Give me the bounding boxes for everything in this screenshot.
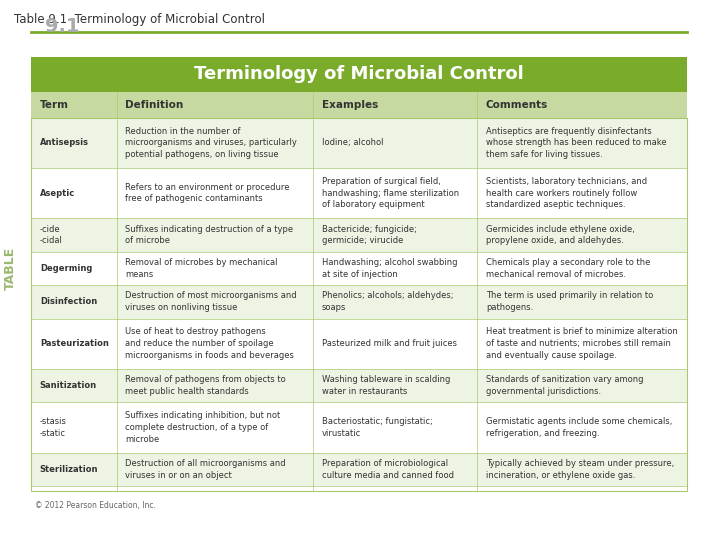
Text: Scientists, laboratory technicians, and
health care workers routinely follow
sta: Scientists, laboratory technicians, and … (486, 177, 647, 210)
Text: Suffixes indicating inhibition, but not
complete destruction, of a type of
micro: Suffixes indicating inhibition, but not … (125, 411, 280, 444)
Text: Typically achieved by steam under pressure,
incineration, or ethylene oxide gas.: Typically achieved by steam under pressu… (486, 459, 674, 480)
Text: Removal of pathogens from objects to
meet public health standards: Removal of pathogens from objects to mee… (125, 375, 286, 396)
Text: Use of heat to destroy pathogens
and reduce the number of spoilage
microorganism: Use of heat to destroy pathogens and red… (125, 327, 294, 360)
Text: TABLE: TABLE (4, 247, 17, 291)
FancyBboxPatch shape (32, 92, 688, 118)
FancyBboxPatch shape (32, 57, 688, 92)
Text: Comments: Comments (486, 100, 548, 110)
FancyBboxPatch shape (32, 218, 688, 252)
FancyBboxPatch shape (32, 402, 688, 453)
Text: Removal of microbes by mechanical
means: Removal of microbes by mechanical means (125, 258, 277, 279)
Text: Pasteurization: Pasteurization (40, 339, 109, 348)
Text: Preparation of microbiological
culture media and canned food: Preparation of microbiological culture m… (322, 459, 454, 480)
Text: Refers to an environment or procedure
free of pathogenic contaminants: Refers to an environment or procedure fr… (125, 183, 289, 204)
Text: Term: Term (40, 100, 69, 110)
Text: Preparation of surgical field,
handwashing; flame sterilization
of laboratory eq: Preparation of surgical field, handwashi… (322, 177, 459, 210)
Text: Aseptic: Aseptic (40, 188, 75, 198)
Text: Antisepsis: Antisepsis (40, 138, 89, 147)
Text: Destruction of most microorganisms and
viruses on nonliving tissue: Destruction of most microorganisms and v… (125, 292, 297, 312)
Text: Degerming: Degerming (40, 264, 92, 273)
Text: 9.1: 9.1 (45, 17, 80, 36)
Text: -stasis
-static: -stasis -static (40, 417, 67, 438)
Text: Heat treatment is brief to minimize alteration
of taste and nutrients; microbes : Heat treatment is brief to minimize alte… (486, 327, 678, 360)
Text: Iodine; alcohol: Iodine; alcohol (322, 138, 383, 147)
Text: Handwashing; alcohol swabbing
at site of injection: Handwashing; alcohol swabbing at site of… (322, 258, 457, 279)
Text: Reduction in the number of
microorganisms and viruses, particularly
potential pa: Reduction in the number of microorganism… (125, 126, 297, 159)
FancyBboxPatch shape (32, 252, 688, 285)
Text: Sterilization: Sterilization (40, 465, 98, 474)
Text: Sanitization: Sanitization (40, 381, 97, 390)
Text: Bactericide; fungicide;
germicide; virucide: Bactericide; fungicide; germicide; viruc… (322, 225, 417, 245)
Text: Terminology of Microbial Control: Terminology of Microbial Control (194, 65, 524, 83)
Text: Pasteurized milk and fruit juices: Pasteurized milk and fruit juices (322, 339, 456, 348)
Text: Antiseptics are frequently disinfectants
whose strength has been reduced to make: Antiseptics are frequently disinfectants… (486, 126, 667, 159)
FancyBboxPatch shape (32, 285, 688, 319)
Text: Germicides include ethylene oxide,
propylene oxide, and aldehydes.: Germicides include ethylene oxide, propy… (486, 225, 634, 245)
Text: Destruction of all microorganisms and
viruses in or on an object: Destruction of all microorganisms and vi… (125, 459, 286, 480)
Text: Phenolics; alcohols; aldehydes;
soaps: Phenolics; alcohols; aldehydes; soaps (322, 292, 454, 312)
FancyBboxPatch shape (32, 369, 688, 402)
Text: © 2012 Pearson Education, Inc.: © 2012 Pearson Education, Inc. (35, 501, 156, 510)
Text: -cide
-cidal: -cide -cidal (40, 225, 63, 245)
Text: Definition: Definition (125, 100, 184, 110)
Text: Examples: Examples (322, 100, 378, 110)
Text: Bacteriostatic; fungistatic;
virustatic: Bacteriostatic; fungistatic; virustatic (322, 417, 433, 438)
FancyBboxPatch shape (32, 118, 688, 168)
FancyBboxPatch shape (32, 319, 688, 369)
Text: Suffixes indicating destruction of a type
of microbe: Suffixes indicating destruction of a typ… (125, 225, 293, 245)
FancyBboxPatch shape (32, 453, 688, 486)
Text: Chemicals play a secondary role to the
mechanical removal of microbes.: Chemicals play a secondary role to the m… (486, 258, 650, 279)
Text: Washing tableware in scalding
water in restaurants: Washing tableware in scalding water in r… (322, 375, 450, 396)
Text: Disinfection: Disinfection (40, 298, 97, 306)
FancyBboxPatch shape (32, 168, 688, 218)
Text: Table 9.1  Terminology of Microbial Control: Table 9.1 Terminology of Microbial Contr… (14, 14, 265, 26)
Text: Germistatic agents include some chemicals,
refrigeration, and freezing.: Germistatic agents include some chemical… (486, 417, 672, 438)
Text: Standards of sanitization vary among
governmental jurisdictions.: Standards of sanitization vary among gov… (486, 375, 643, 396)
Text: The term is used primarily in relation to
pathogens.: The term is used primarily in relation t… (486, 292, 653, 312)
